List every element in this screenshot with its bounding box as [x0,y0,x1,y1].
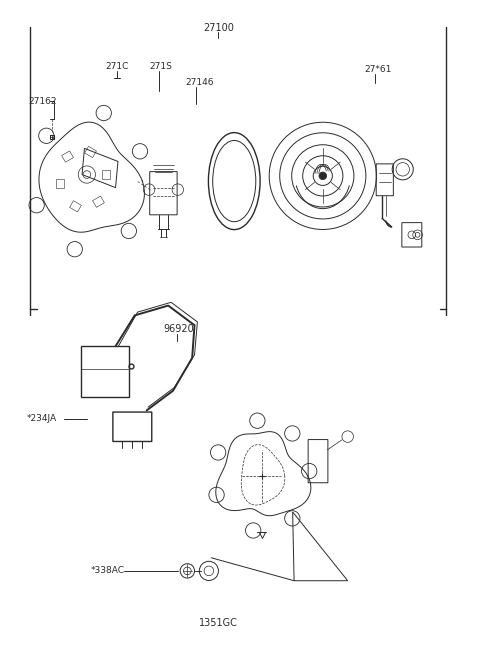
Text: 271C: 271C [105,62,129,71]
Bar [56,179,64,189]
Text: *234JA: *234JA [26,415,57,423]
Bar [93,196,104,208]
Text: 96920: 96920 [163,324,194,334]
Text: 27162: 27162 [28,97,57,106]
Text: 271S: 271S [149,62,172,71]
Text: 27*61: 27*61 [364,65,392,74]
Bar [102,170,110,179]
Text: 27100: 27100 [203,24,234,34]
Text: 1351GC: 1351GC [199,618,238,628]
Text: 27146: 27146 [185,78,214,87]
Bar [61,151,73,162]
Circle shape [319,172,326,180]
Text: *338AC: *338AC [91,566,125,576]
Bar [84,147,96,158]
Bar [70,200,82,212]
